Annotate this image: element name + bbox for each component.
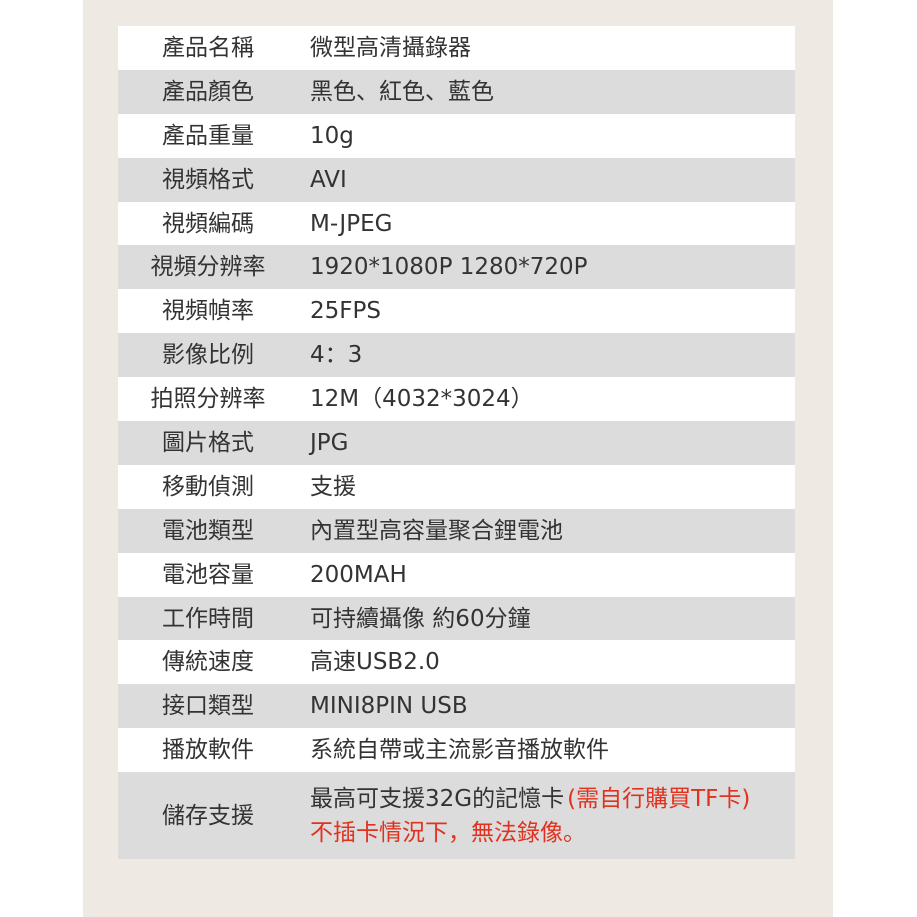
spec-label: 電池容量 (162, 561, 254, 588)
spec-label: 產品顏色 (162, 78, 254, 105)
spec-value: 4：3 (310, 342, 363, 369)
spec-row: 產品名稱 微型高清攝錄器 (118, 26, 795, 70)
spec-label: 圖片格式 (162, 429, 254, 456)
storage-note: (需自行購買TF卡) (567, 785, 751, 812)
spec-row: 視頻分辨率 1920*1080P 1280*720P (118, 245, 795, 290)
spec-value: 微型高清攝錄器 (310, 34, 471, 61)
spec-row: 產品重量 10g (118, 113, 795, 158)
spec-label: 拍照分辨率 (150, 386, 266, 413)
storage-warning: 不插卡情況下，無法錄像。 (310, 819, 586, 846)
spec-label: 視頻格式 (162, 166, 254, 193)
spec-label: 影像比例 (162, 342, 254, 369)
spec-value: 最高可支援32G的記憶卡 (需自行購買TF卡) 不插卡情況下，無法錄像。 (298, 782, 795, 850)
spec-row: 拍照分辨率 12M（4032*3024） (118, 377, 795, 422)
spec-row: 播放軟件 系統自帶或主流影音播放軟件 (118, 728, 795, 773)
spec-value: AVI (310, 166, 347, 193)
spec-label: 移動偵測 (162, 473, 254, 500)
spec-value: 25FPS (310, 298, 381, 325)
spec-value: 1920*1080P 1280*720P (310, 254, 588, 281)
storage-line-1: 最高可支援32G的記憶卡 (需自行購買TF卡) (310, 782, 795, 816)
spec-value: 黑色、紅色、藍色 (310, 78, 494, 105)
spec-label: 儲存支援 (162, 802, 254, 829)
spec-row: 工作時間 可持續攝像 約60分鐘 (118, 596, 795, 641)
spec-label: 傳統速度 (162, 649, 254, 676)
spec-value: JPG (310, 429, 349, 456)
spec-value: 可持續攝像 約60分鐘 (310, 605, 531, 632)
spec-value: 系統自帶或主流影音播放軟件 (310, 737, 609, 764)
spec-value: MINI8PIN USB (310, 693, 468, 720)
spec-value: 10g (310, 122, 354, 149)
spec-row: 接口類型 MINI8PIN USB (118, 684, 795, 729)
spec-row: 視頻幀率 25FPS (118, 289, 795, 334)
storage-line-2: 不插卡情況下，無法錄像。 (310, 816, 795, 850)
spec-value: 支援 (310, 473, 356, 500)
spec-label: 播放軟件 (162, 737, 254, 764)
spec-label: 視頻幀率 (162, 298, 254, 325)
spec-value: 內置型高容量聚合鋰電池 (310, 517, 563, 544)
spec-label: 視頻分辨率 (150, 254, 266, 281)
spec-table: 產品名稱 微型高清攝錄器產品顏色 黑色、紅色、藍色產品重量 10g 視頻格式 AVI 視頻編… (118, 26, 795, 860)
spec-value: 高速USB2.0 (310, 649, 440, 676)
spec-label: 電池類型 (162, 517, 254, 544)
spec-row-storage: 儲存支援 最高可支援32G的記憶卡 (需自行購買TF卡) 不插卡情況下，無法錄像。 (118, 772, 795, 860)
spec-row: 移動偵測 支援 (118, 464, 795, 509)
spec-row: 電池類型 內置型高容量聚合鋰電池 (118, 508, 795, 553)
spec-row: 視頻編碼 M-JPEG (118, 201, 795, 246)
storage-capacity-text: 最高可支援32G的記憶卡 (310, 785, 565, 812)
spec-row: 圖片格式 JPG (118, 421, 795, 465)
spec-value: M-JPEG (310, 210, 393, 237)
spec-label: 產品名稱 (162, 34, 254, 61)
spec-value: 200MAH (310, 561, 407, 588)
spec-row: 視頻格式 AVI (118, 157, 795, 202)
spec-label: 視頻編碼 (162, 210, 254, 237)
spec-label: 產品重量 (162, 122, 254, 149)
spec-row: 產品顏色 黑色、紅色、藍色 (118, 69, 795, 114)
spec-row: 傳統速度 高速USB2.0 (118, 640, 795, 685)
spec-row: 電池容量 200MAH (118, 552, 795, 597)
spec-value: 12M（4032*3024） (310, 386, 534, 413)
spec-label: 工作時間 (162, 605, 254, 632)
spec-row: 影像比例 4：3 (118, 333, 795, 378)
spec-label: 接口類型 (162, 693, 254, 720)
